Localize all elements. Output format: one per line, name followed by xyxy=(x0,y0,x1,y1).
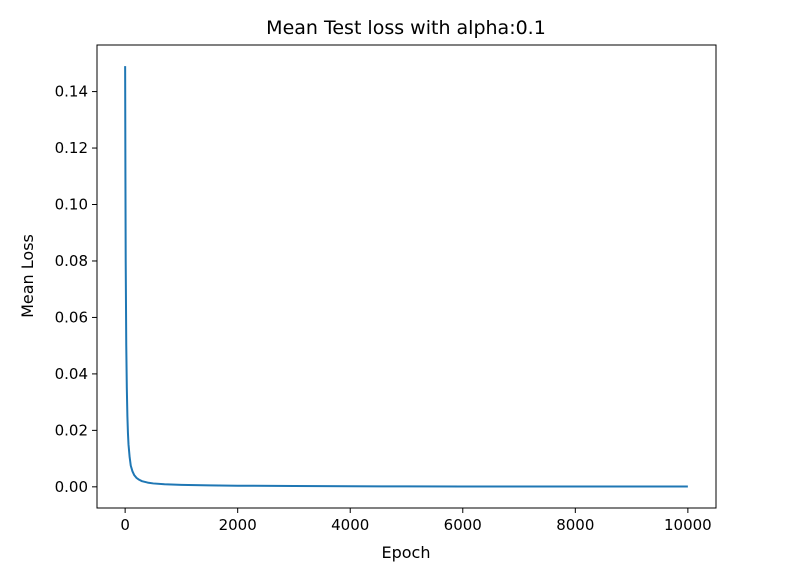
y-tick-label: 0.00 xyxy=(55,478,88,496)
x-tick-label: 6000 xyxy=(444,516,482,534)
x-tick-label: 10000 xyxy=(664,516,712,534)
y-tick-label: 0.08 xyxy=(55,252,88,270)
plot-area xyxy=(124,66,688,488)
x-tick-label: 2000 xyxy=(219,516,257,534)
y-axis: 0.00 0.02 0.04 0.06 0.08 0.10 0.12 0.14 xyxy=(55,83,97,496)
y-tick-label: 0.12 xyxy=(55,139,88,157)
y-axis-label: Mean Loss xyxy=(18,234,37,318)
chart-title: Mean Test loss with alpha:0.1 xyxy=(266,17,546,39)
plot-frame xyxy=(96,44,717,509)
x-tick-label: 8000 xyxy=(556,516,594,534)
y-tick-label: 0.04 xyxy=(55,365,88,383)
x-tick-label: 0 xyxy=(120,516,130,534)
y-tick-label: 0.02 xyxy=(55,421,88,439)
y-tick-label: 0.06 xyxy=(55,308,88,326)
x-axis: 0 2000 4000 6000 8000 10000 xyxy=(120,508,712,534)
y-tick-label: 0.10 xyxy=(55,196,88,214)
x-tick-label: 4000 xyxy=(331,516,369,534)
series-line-0 xyxy=(124,66,688,488)
x-axis-label: Epoch xyxy=(382,543,431,562)
y-tick-label: 0.14 xyxy=(55,83,88,101)
